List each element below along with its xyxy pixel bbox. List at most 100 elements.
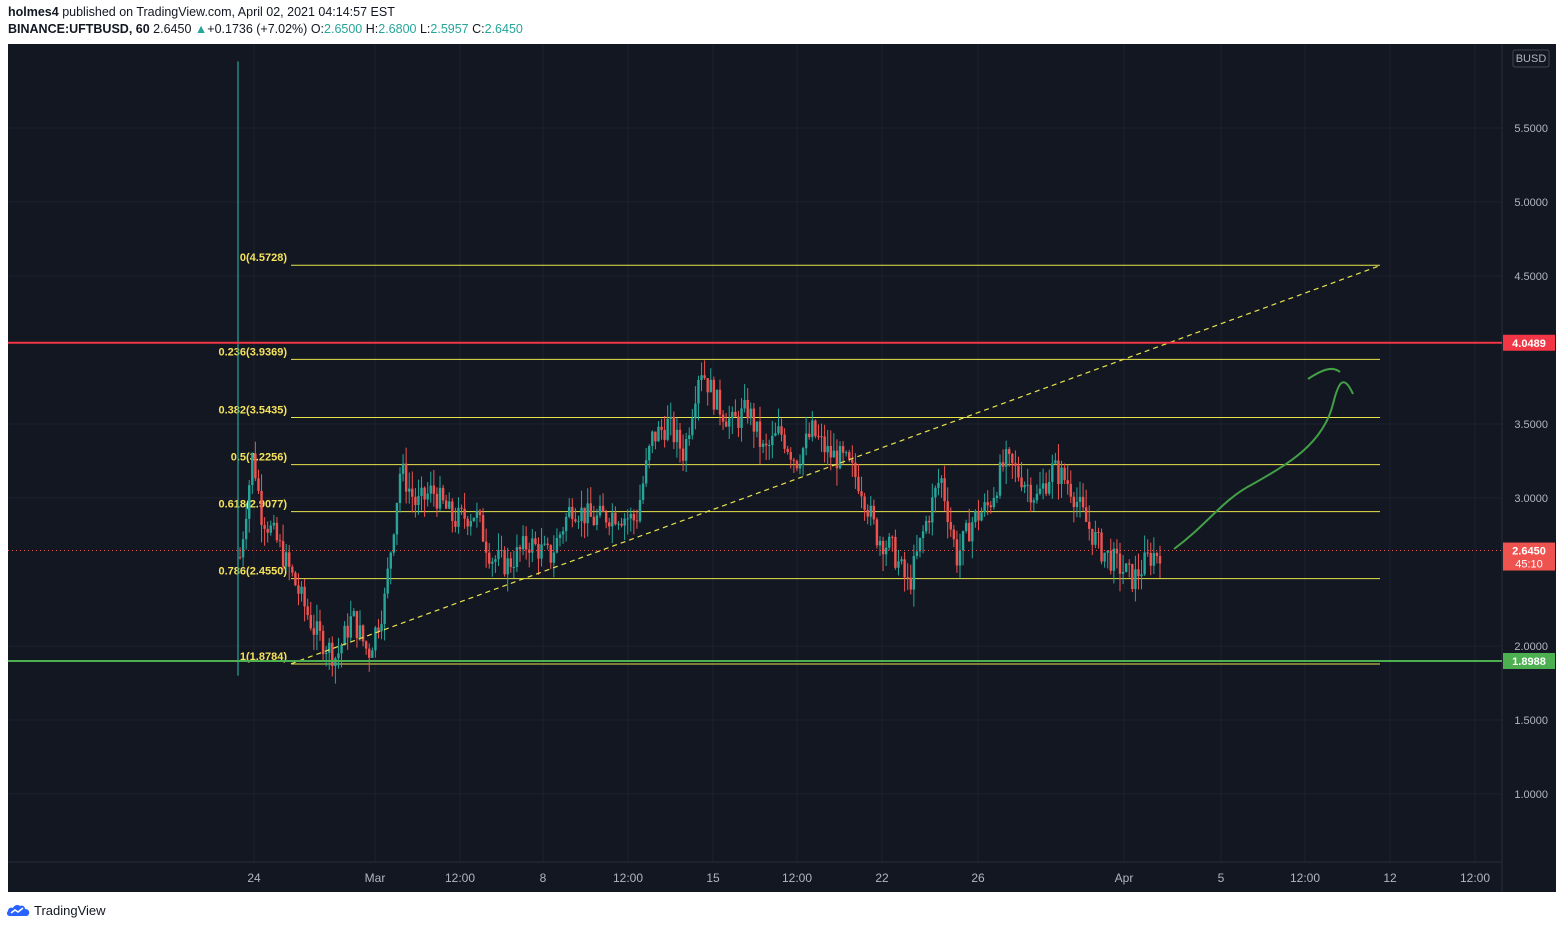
candle-body (469, 521, 472, 527)
tradingview-logo[interactable]: TradingView (6, 902, 106, 918)
candle-body (472, 517, 476, 522)
candle-body (866, 509, 869, 517)
candle-body (349, 616, 352, 638)
candle-body (1118, 553, 1122, 574)
candle-body (300, 586, 303, 594)
dashed-trendline[interactable] (290, 265, 1381, 665)
candle-body (432, 485, 436, 494)
low-label: L: (419, 22, 431, 36)
candle-body (1029, 484, 1032, 503)
candle-body (857, 476, 860, 492)
candle-body (420, 487, 423, 496)
candle-body (1152, 553, 1156, 566)
candle-body (971, 522, 974, 542)
candle-body (481, 515, 485, 542)
candle-body (589, 503, 592, 517)
currency-badge: BUSD (1512, 49, 1550, 68)
fib-level-label: 0(4.5728) (240, 252, 287, 264)
candle-body (408, 488, 411, 492)
published-text: published on TradingView.com, April 02, … (62, 5, 395, 19)
footer: TradingView (0, 892, 1566, 929)
candle-body (414, 496, 417, 506)
candle-body (321, 630, 325, 655)
price-axis[interactable]: 5.5000 5.0000 4.5000 3.5000 3.0000 2.0000 1.50… (1514, 123, 1548, 801)
candle-body (928, 520, 931, 523)
candle-body (528, 549, 531, 553)
candle-body (521, 536, 525, 550)
candle-body (475, 510, 479, 518)
last-price: 2.6450 (153, 22, 192, 36)
candle-body (940, 478, 943, 483)
candle-body (774, 433, 777, 436)
candle-body (783, 434, 786, 449)
candle-body (595, 515, 599, 525)
candle-body (506, 558, 509, 575)
candle-body (583, 507, 586, 524)
candle-body (574, 519, 577, 522)
candle-body (1023, 484, 1026, 488)
candle-body (1001, 462, 1005, 467)
candle-body (814, 420, 817, 437)
candle-body (749, 408, 752, 419)
candle-body (346, 625, 349, 638)
candle-body (604, 511, 608, 523)
candle-body (1140, 574, 1143, 577)
candle-body (294, 572, 297, 586)
candle-body (817, 436, 820, 438)
support-price-tag: 1.8988 (1503, 652, 1555, 669)
candle-body (318, 621, 322, 631)
candle-body (764, 443, 768, 446)
time-axis[interactable]: 24 Mar 12:00 8 12:00 15 12:00 22 26 Apr 5 12:00 12 12… (247, 871, 1490, 885)
candle-body (515, 547, 519, 568)
candle-body (620, 523, 623, 526)
candle-body (1044, 483, 1048, 494)
candle-body (377, 627, 380, 632)
candle-body (392, 534, 396, 553)
candle-body (1097, 531, 1100, 533)
candle-body (543, 543, 546, 545)
candle-body (678, 429, 682, 449)
candle-body (869, 505, 872, 517)
candle-body (681, 448, 685, 461)
candle-body (968, 522, 971, 542)
candle-body (1100, 532, 1103, 562)
projection-arrow[interactable] (1173, 367, 1354, 550)
candle-body (888, 536, 891, 548)
candle-body (580, 507, 583, 522)
candle-body (598, 505, 602, 516)
candle-body (669, 416, 672, 419)
candle-body (1131, 564, 1134, 590)
candle-body (257, 478, 260, 491)
candle-body (561, 531, 565, 535)
high-label: H: (365, 22, 379, 36)
candle-body (891, 536, 894, 538)
candle-body (278, 540, 282, 542)
candle-body (1075, 501, 1079, 508)
candle-body (518, 547, 522, 550)
candle-body (389, 552, 392, 569)
candle-body (1032, 500, 1036, 503)
candle-body (241, 539, 245, 558)
candle-body (1088, 521, 1091, 529)
candle-body (454, 520, 457, 527)
symbol-label[interactable]: BINANCE:UFTBUSD, 60 (8, 22, 150, 36)
time-tick-label: 22 (875, 871, 889, 885)
candles[interactable] (237, 61, 1162, 684)
author-name[interactable]: holmes4 (8, 5, 59, 19)
candle-body (1149, 552, 1152, 566)
high-value: 2.6800 (378, 22, 417, 36)
candle-body (691, 418, 694, 436)
candle-body (998, 462, 1002, 496)
candle-body (343, 625, 346, 646)
candle-body (961, 531, 965, 551)
candle-body (337, 653, 340, 659)
candle-body (823, 436, 826, 453)
candle-body (611, 512, 614, 527)
candle-body (709, 379, 712, 393)
time-tick-label: 5 (1218, 871, 1225, 885)
candle-body (306, 606, 309, 616)
candle-body (1038, 488, 1042, 494)
price-chart[interactable]: 0(4.5728) 0.236(3.9369) 0.382(3.5435) 0.5(3… (8, 44, 1556, 892)
candle-body (635, 520, 639, 522)
candle-body (1004, 449, 1008, 467)
